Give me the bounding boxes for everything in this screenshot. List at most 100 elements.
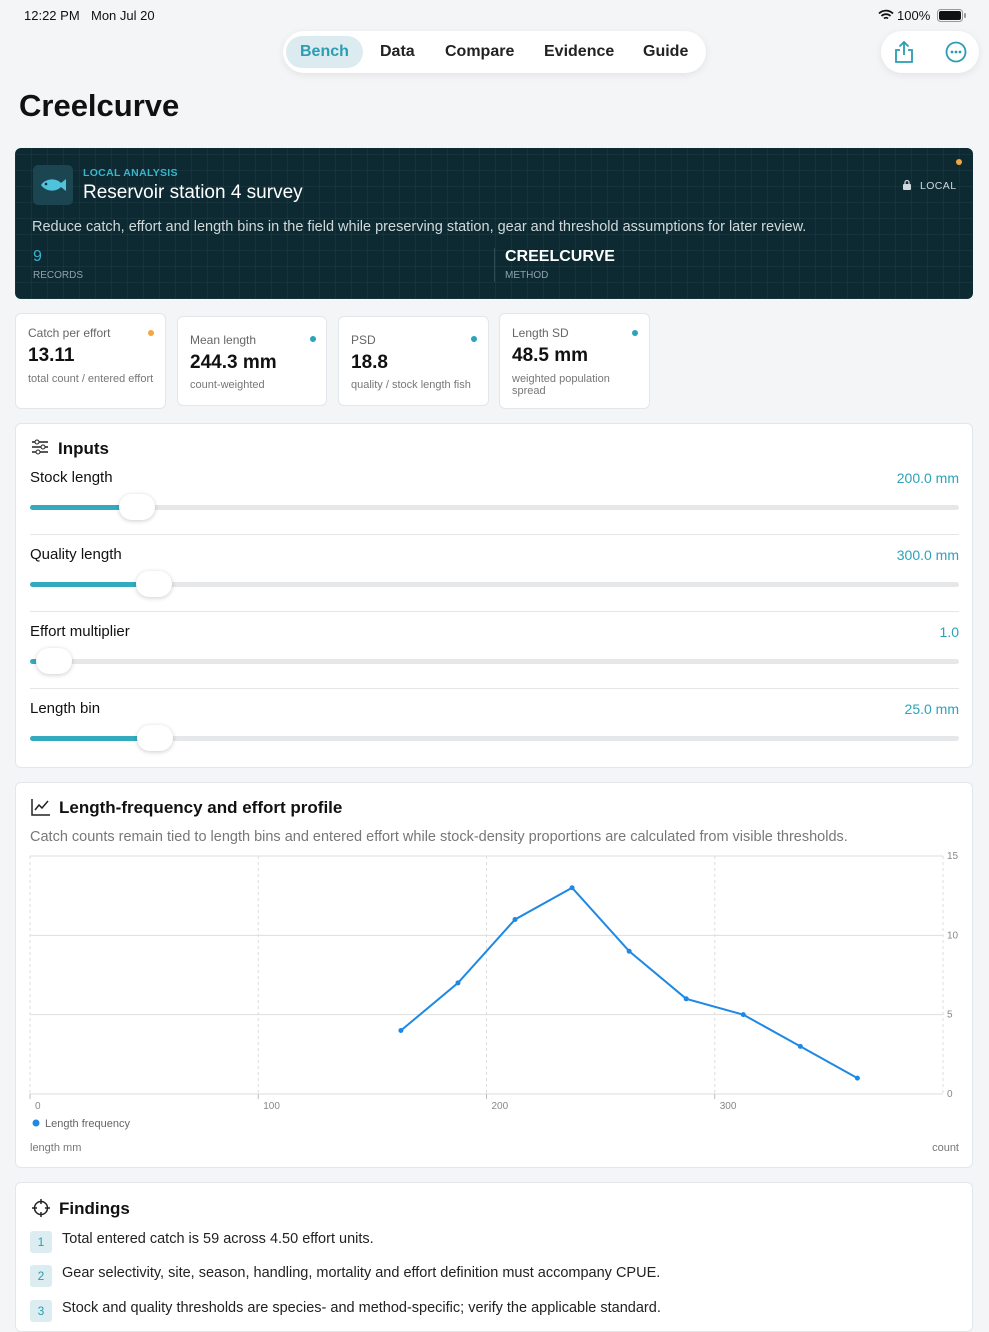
x-tick-label: 200 — [492, 1101, 509, 1112]
tab[interactable]: Bench — [286, 36, 363, 68]
point — [740, 1012, 746, 1018]
metric-note: count-weighted — [190, 379, 265, 391]
battery-percent: 100% — [897, 8, 931, 23]
separator — [30, 688, 959, 689]
separator — [30, 534, 959, 535]
stat-value: 9 — [33, 248, 42, 265]
tab[interactable]: Data — [380, 43, 415, 60]
metric-value: 48.5 mm — [512, 345, 589, 366]
hero-title: Reservoir station 4 survey — [83, 182, 303, 203]
slider-label: Stock length — [30, 469, 113, 486]
metric-card: Mean length 244.3 mm count-weighted — [177, 316, 327, 406]
legend-swatch — [32, 1119, 40, 1127]
metric-label: Mean length — [190, 333, 257, 347]
metric-value: 13.11 — [28, 345, 75, 366]
divider — [494, 248, 495, 282]
chart-title: Length-frequency and effort profile — [59, 798, 343, 817]
more-button[interactable] — [945, 41, 967, 63]
findings-icon — [32, 1199, 50, 1217]
stat-label: RECORDS — [33, 270, 84, 281]
metric-note: weighted population spread — [512, 373, 610, 397]
lock-icon — [903, 179, 911, 190]
point — [683, 996, 689, 1002]
hero-card: LOCAL ANALYSIS Reservoir station 4 surve… — [15, 148, 973, 299]
metric-label: Catch per effort — [28, 326, 111, 340]
metric-dot — [632, 330, 638, 336]
finding-index: 2 — [30, 1265, 52, 1287]
metric-note: total count / entered effort — [28, 373, 154, 385]
metric-card: Catch per effort 13.11 total count / ent… — [15, 313, 166, 409]
status-date: Mon Jul 20 — [91, 8, 155, 23]
slider-value: 25.0 mm — [904, 701, 959, 717]
share-button[interactable] — [893, 40, 915, 64]
toolbar-actions — [881, 31, 979, 73]
findings-card: Findings — [15, 1182, 973, 1332]
metric-card: PSD 18.8 quality / stock length fish — [338, 316, 489, 406]
stat-value: CREELCURVE — [505, 248, 615, 265]
y-axis-label: count — [932, 1142, 959, 1154]
finding-text: Gear selectivity, site, season, handling… — [62, 1265, 661, 1281]
x-axis-label: length mm — [30, 1142, 81, 1154]
tab[interactable]: Compare — [445, 43, 515, 60]
metric-label: Length SD — [512, 326, 569, 340]
x-tick-label: 100 — [263, 1101, 280, 1112]
hero-description: Reduce catch, effort and length bins in … — [32, 219, 807, 235]
tab[interactable]: Guide — [643, 43, 689, 60]
status-dot — [956, 159, 962, 165]
y-tick-label: 5 — [947, 1010, 953, 1021]
stat-label: METHOD — [505, 270, 549, 281]
point — [455, 980, 461, 986]
section-title: Inputs — [58, 439, 109, 458]
battery-icon — [937, 9, 966, 22]
metric-value: 18.8 — [351, 352, 388, 373]
status-time: 12:22 PM — [24, 8, 80, 23]
point — [797, 1043, 803, 1049]
hero-icon — [33, 165, 73, 205]
chart-card: Length-frequency and effort profile Catc… — [15, 782, 973, 1168]
hero-eyebrow: LOCAL ANALYSIS — [83, 167, 178, 179]
finding-text: Total entered catch is 59 across 4.50 ef… — [62, 1231, 374, 1247]
slider[interactable] — [30, 648, 959, 674]
slider-label: Quality length — [30, 546, 122, 563]
x-tick-label: 0 — [35, 1101, 41, 1112]
wifi-icon — [878, 9, 894, 20]
y-tick-label: 15 — [947, 851, 959, 862]
metric-label: PSD — [351, 333, 376, 347]
slider-value: 1.0 — [939, 624, 959, 640]
chart: 0 5 10 15 0 100 200 300 Length frequency length m… — [29, 851, 959, 1154]
point — [854, 1075, 860, 1081]
metric-dot — [148, 330, 154, 336]
finding-text: Stock and quality thresholds are species… — [62, 1300, 661, 1316]
metric-value: 244.3 mm — [190, 352, 277, 373]
chart-icon — [31, 799, 50, 816]
section-title: Findings — [59, 1199, 130, 1218]
slider[interactable] — [30, 571, 959, 597]
y-tick-label: 0 — [947, 1089, 953, 1100]
separator — [30, 611, 959, 612]
slider-label: Length bin — [30, 700, 101, 717]
x-tick-label: 300 — [720, 1101, 737, 1112]
page-title: Creelcurve — [19, 88, 180, 123]
metric-note: quality / stock length fish — [351, 379, 471, 391]
y-tick-label: 10 — [947, 930, 959, 941]
sliders-icon — [32, 439, 48, 455]
tab[interactable]: Evidence — [544, 43, 615, 60]
slider[interactable] — [30, 725, 959, 751]
finding-index: 1 — [30, 1231, 52, 1253]
line — [400, 886, 858, 1080]
slider[interactable] — [30, 494, 959, 520]
chart-subtitle: Catch counts remain tied to length bins … — [30, 829, 848, 845]
point — [398, 1028, 404, 1034]
finding-index: 3 — [30, 1300, 52, 1322]
point — [626, 948, 632, 954]
legend-label: Length frequency — [45, 1118, 131, 1130]
slider-value: 200.0 mm — [896, 470, 959, 486]
tab-bar: Bench Data Compare Evidence Guide — [283, 31, 706, 73]
hero-badge: LOCAL — [920, 180, 957, 192]
inputs-card: Inputs — [15, 423, 973, 768]
slider-value: 300.0 mm — [896, 547, 959, 563]
point — [512, 916, 518, 922]
slider-label: Effort multiplier — [30, 623, 130, 640]
